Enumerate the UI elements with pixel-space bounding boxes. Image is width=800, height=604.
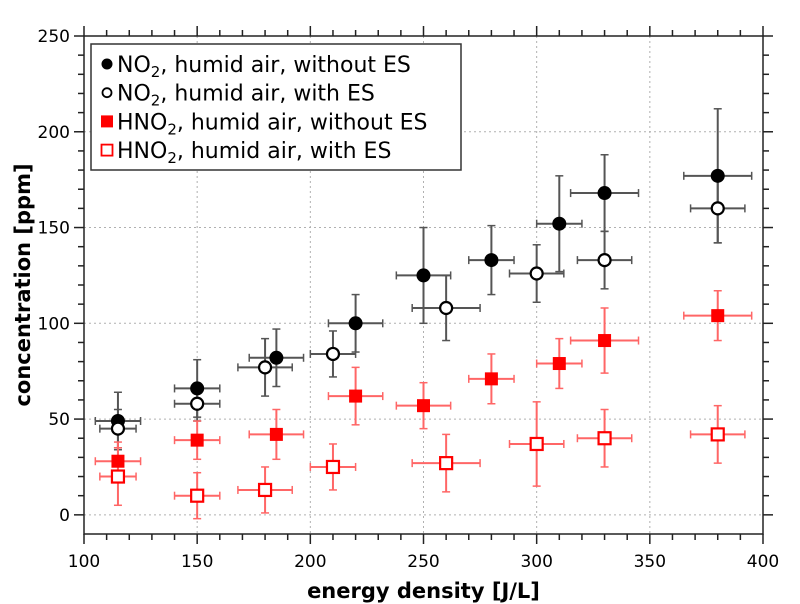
- data-point: [484, 372, 498, 386]
- series-markers-0: [110, 168, 725, 428]
- y-axis-title: concentration [ppm]: [11, 163, 35, 406]
- y-tick-label: 100: [38, 314, 70, 334]
- y-tick-label: 150: [38, 219, 70, 239]
- data-point: [110, 421, 126, 436]
- x-tick-label: 350: [634, 552, 666, 572]
- series-markers-2: [111, 309, 725, 468]
- data-point: [710, 168, 725, 183]
- data-point: [439, 456, 454, 471]
- y-tick-label: 200: [38, 123, 70, 143]
- data-point: [269, 427, 283, 441]
- data-point: [110, 469, 126, 484]
- x-tick-label: 300: [520, 552, 552, 572]
- y-tick-label: 250: [38, 27, 70, 47]
- data-point: [597, 186, 612, 201]
- data-point: [439, 300, 454, 316]
- data-point: [711, 309, 725, 323]
- data-point: [190, 396, 205, 411]
- data-point: [597, 253, 612, 268]
- open-square-icon: [100, 143, 114, 157]
- data-point: [710, 201, 725, 216]
- tick-labels: 100 150 200 250 300 350 400 0 50 100 150 200 250: [38, 27, 780, 572]
- data-point: [529, 266, 544, 281]
- open-circle-icon: [101, 87, 113, 99]
- legend-item: NO2, humid air, without ES: [101, 53, 411, 81]
- data-point: [348, 316, 363, 331]
- data-point: [111, 454, 125, 468]
- data-point: [552, 216, 567, 231]
- data-markers: [110, 168, 725, 503]
- legend-item: HNO2, humid air, without ES: [101, 110, 427, 138]
- x-tick-label: 200: [294, 552, 326, 572]
- data-point: [349, 389, 363, 403]
- legend-box: [90, 43, 462, 171]
- data-point: [269, 350, 284, 365]
- legend-label: NO2, humid air, without ES: [117, 53, 411, 81]
- x-tick-label: 400: [747, 552, 779, 572]
- axes: [74, 26, 773, 544]
- data-point: [484, 253, 499, 268]
- filled-circle-icon: [101, 58, 113, 70]
- data-point: [552, 357, 566, 371]
- legend-item: NO2, humid air, with ES: [101, 82, 375, 110]
- y-tick-label: 50: [48, 410, 70, 430]
- data-point: [598, 334, 612, 348]
- data-point: [190, 381, 205, 396]
- data-point: [190, 433, 204, 447]
- data-point: [597, 431, 612, 446]
- data-point: [257, 482, 273, 498]
- legend-label: NO2, humid air, with ES: [117, 82, 375, 110]
- data-point: [529, 436, 544, 452]
- legend-label: HNO2, humid air, with ES: [117, 139, 391, 167]
- x-tick-label: 150: [181, 552, 213, 572]
- x-axis-title: energy density [J/L]: [307, 579, 540, 603]
- data-point: [190, 488, 205, 503]
- filled-square-icon: [101, 115, 113, 128]
- series-markers-1: [110, 201, 725, 436]
- data-point: [325, 459, 341, 475]
- legend-item: HNO2, humid air, with ES: [100, 139, 391, 167]
- data-point: [710, 427, 725, 442]
- data-point: [417, 399, 430, 413]
- data-point: [257, 360, 273, 375]
- data-point: [416, 268, 431, 283]
- series-markers-3: [110, 427, 725, 503]
- x-tick-label: 100: [68, 552, 100, 572]
- data-point: [325, 346, 341, 362]
- legend-label: HNO2, humid air, without ES: [117, 110, 427, 138]
- x-tick-label: 250: [407, 552, 439, 572]
- y-tick-label: 0: [59, 506, 70, 526]
